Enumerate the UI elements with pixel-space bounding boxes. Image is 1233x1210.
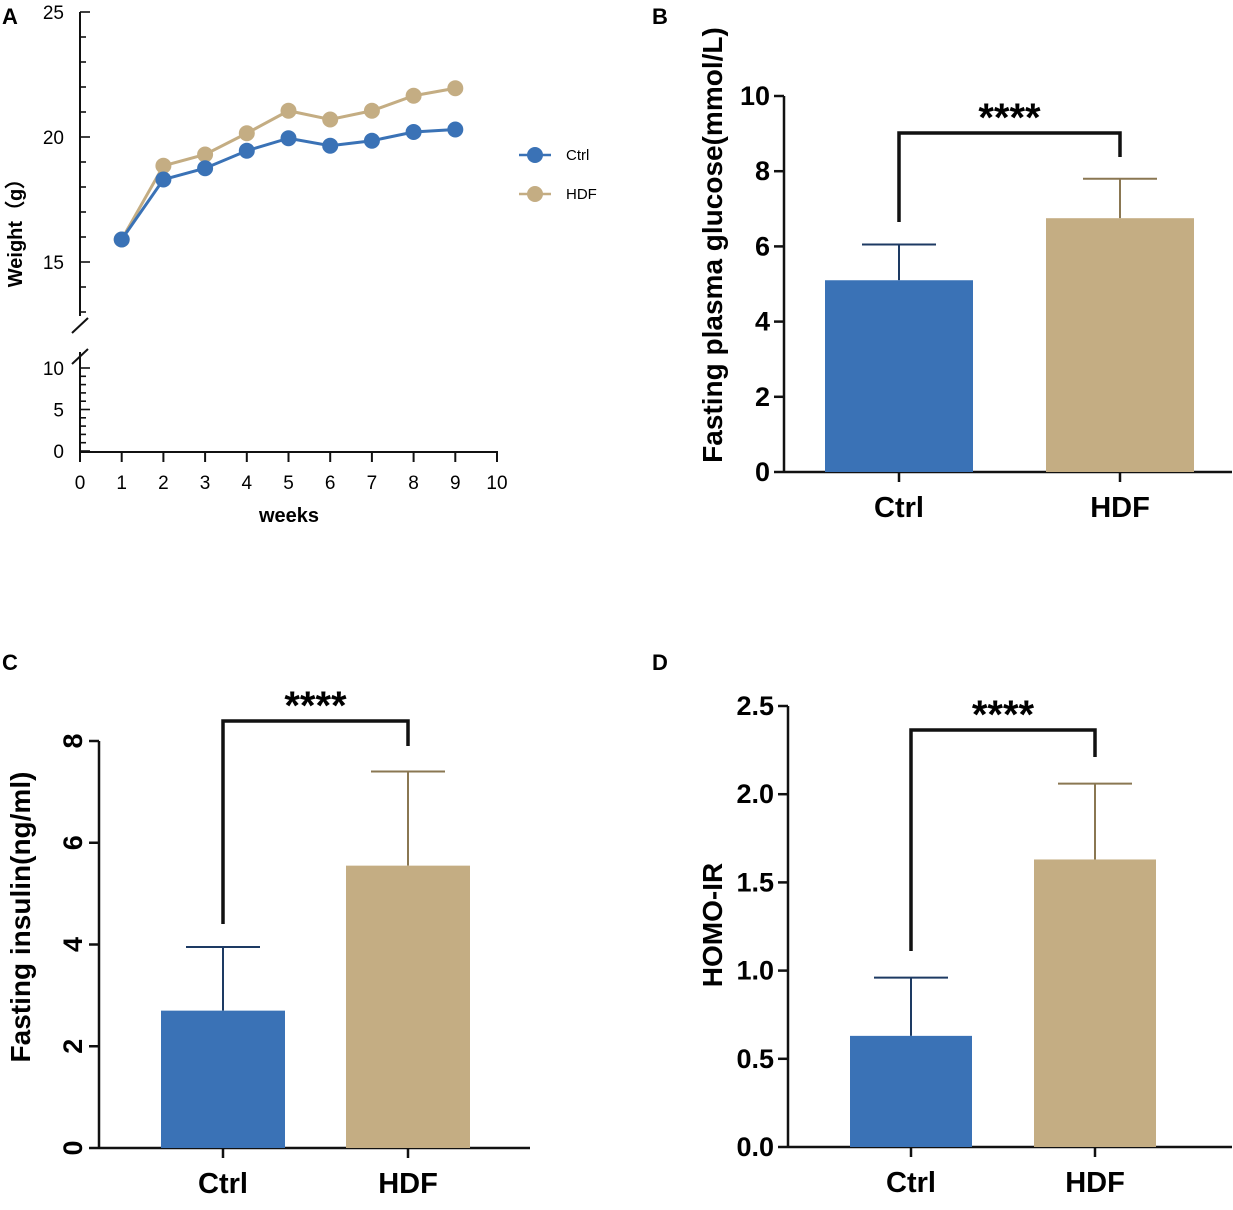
panel-a-series xyxy=(113,80,464,248)
x-tick-label-hdf: HDF xyxy=(1065,1167,1125,1199)
panel-c-insulin-chart: C Fasting insulin(ng/ml) 0 2 4 6 8 Ctrl HDF ***… xyxy=(2,650,530,1200)
panel-a-point-hdf xyxy=(197,146,214,163)
bar-hdf xyxy=(346,865,470,1148)
panel-a-x-tick-label: 1 xyxy=(116,473,127,494)
panel-b-plot: 0 2 4 6 8 10 Ctrl HDF **** xyxy=(740,81,1232,524)
panel-d-homo-ir-chart: D HOMO-IR 0.0 0.5 1.0 1.5 2.0 2.5 Ctrl HDF **** xyxy=(652,650,1232,1199)
y-tick-label: 8 xyxy=(58,733,88,748)
panel-a-y-tick-label: 20 xyxy=(43,128,64,149)
bar-ctrl xyxy=(161,1010,285,1148)
panel-a-x-tick-label: 0 xyxy=(75,473,86,494)
significance-stars: **** xyxy=(284,684,347,728)
significance-stars: **** xyxy=(972,693,1035,737)
panel-a-x-tick-label: 5 xyxy=(283,473,294,494)
panel-a-point-hdf xyxy=(280,102,297,119)
y-tick-label: 2 xyxy=(755,382,770,412)
bar-hdf xyxy=(1046,218,1194,472)
panel-a-y-tick-label: 15 xyxy=(43,253,64,274)
legend-ctrl-marker xyxy=(527,147,543,163)
panel-a-x-tick-label: 3 xyxy=(200,473,211,494)
panel-a-axis-break-mark xyxy=(71,317,89,334)
panel-a-x-tick-label: 8 xyxy=(408,473,419,494)
x-tick-label-ctrl: Ctrl xyxy=(886,1167,936,1199)
panel-a-y-tick-label: 5 xyxy=(53,401,64,422)
panel-a-y-tick-label: 25 xyxy=(43,3,64,24)
bar-hdf xyxy=(1034,859,1156,1147)
significance-bracket xyxy=(897,131,1122,222)
significance-bracket xyxy=(909,728,1097,951)
panel-a-x-tick-label: 7 xyxy=(367,473,378,494)
panel-a-point-ctrl xyxy=(322,137,339,154)
panel-b-y-axis-label: Fasting plasma glucose(mmol/L) xyxy=(697,27,728,463)
y-tick-label: 10 xyxy=(740,81,770,111)
y-tick-label: 1.0 xyxy=(736,956,774,986)
panel-b-glucose-chart: B Fasting plasma glucose(mmol/L) 0 2 4 6 8 10… xyxy=(652,4,1232,524)
y-tick-label: 0 xyxy=(755,457,770,487)
panel-a-y-ticks: 15 20 25 0 5 10 xyxy=(43,3,64,463)
panel-a-x-ticks: 0 1 2 3 4 5 6 7 8 9 10 xyxy=(75,452,508,494)
panel-a-point-ctrl xyxy=(405,124,422,140)
panel-a-x-tick-label: 2 xyxy=(158,473,169,494)
panel-a-axes xyxy=(71,11,498,453)
panel-a-point-ctrl xyxy=(155,171,172,188)
y-tick-label: 4 xyxy=(755,307,770,337)
panel-a-weight-chart: A 0 1 2 3 4 5 6 7 8 9 10 15 20 25 0 5 10 weeks Weight（g… xyxy=(2,3,597,527)
panel-a-x-tick-label: 9 xyxy=(450,473,461,494)
panel-a-point-hdf xyxy=(155,157,172,174)
panel-a-legend: Ctrl HDF xyxy=(519,147,597,203)
bar-ctrl xyxy=(850,1035,972,1147)
panel-c-plot: 0 2 4 6 8 Ctrl HDF **** xyxy=(58,684,530,1200)
panel-a-point-ctrl xyxy=(197,160,214,177)
panel-a-point-ctrl xyxy=(447,121,464,138)
bar-ctrl xyxy=(825,280,973,472)
y-tick-label: 1.5 xyxy=(736,867,774,897)
panel-a-point-hdf xyxy=(363,102,380,119)
panel-a-letter: A xyxy=(2,4,18,29)
legend-hdf-marker xyxy=(527,186,543,202)
legend-ctrl-label: Ctrl xyxy=(566,147,589,164)
legend-hdf-label: HDF xyxy=(566,186,597,203)
panel-c-letter: C xyxy=(2,650,18,675)
panel-d-letter: D xyxy=(652,650,668,675)
y-tick-label: 0 xyxy=(58,1140,88,1155)
x-tick-label-ctrl: Ctrl xyxy=(874,492,924,524)
panel-a-point-hdf xyxy=(447,80,464,97)
panel-a-y-tick-label: 10 xyxy=(43,359,64,380)
panel-c-y-axis-label: Fasting insulin(ng/ml) xyxy=(5,772,36,1063)
panel-a-y-axis-label: Weight（g） xyxy=(4,169,27,288)
y-tick-label: 8 xyxy=(755,156,770,186)
panel-a-point-hdf xyxy=(405,87,422,104)
panel-d-y-axis-label: HOMO-IR xyxy=(697,863,728,987)
panel-a-x-tick-label: 10 xyxy=(486,473,507,494)
x-tick-label-hdf: HDF xyxy=(378,1168,438,1200)
panel-a-x-tick-label: 4 xyxy=(242,473,253,494)
panel-a-point-ctrl xyxy=(363,132,380,149)
panel-a-x-tick-label: 6 xyxy=(325,473,336,494)
panel-a-point-ctrl xyxy=(280,130,297,147)
y-tick-label: 6 xyxy=(58,835,88,850)
x-tick-label-ctrl: Ctrl xyxy=(198,1168,248,1200)
panel-a-point-hdf xyxy=(322,111,339,128)
panel-a-point-ctrl xyxy=(238,142,255,159)
y-tick-label: 2 xyxy=(58,1039,88,1054)
y-tick-label: 2.0 xyxy=(736,779,774,809)
panel-a-axis-break-mark xyxy=(71,348,89,365)
panel-a-y-tick-label: 0 xyxy=(53,442,64,463)
significance-bracket xyxy=(221,719,410,924)
panel-a-point-ctrl xyxy=(113,231,130,248)
significance-stars: **** xyxy=(978,96,1041,140)
y-tick-label: 2.5 xyxy=(736,691,774,721)
y-tick-label: 0.5 xyxy=(736,1044,774,1074)
panel-b-letter: B xyxy=(652,4,668,29)
panel-d-plot: 0.0 0.5 1.0 1.5 2.0 2.5 Ctrl HDF **** xyxy=(736,691,1232,1199)
y-tick-label: 4 xyxy=(58,937,88,952)
panel-a-point-hdf xyxy=(238,125,255,142)
y-tick-label: 6 xyxy=(755,231,770,261)
x-tick-label-hdf: HDF xyxy=(1090,492,1150,524)
y-tick-label: 0.0 xyxy=(736,1132,774,1162)
panel-a-x-axis-label: weeks xyxy=(258,505,319,527)
